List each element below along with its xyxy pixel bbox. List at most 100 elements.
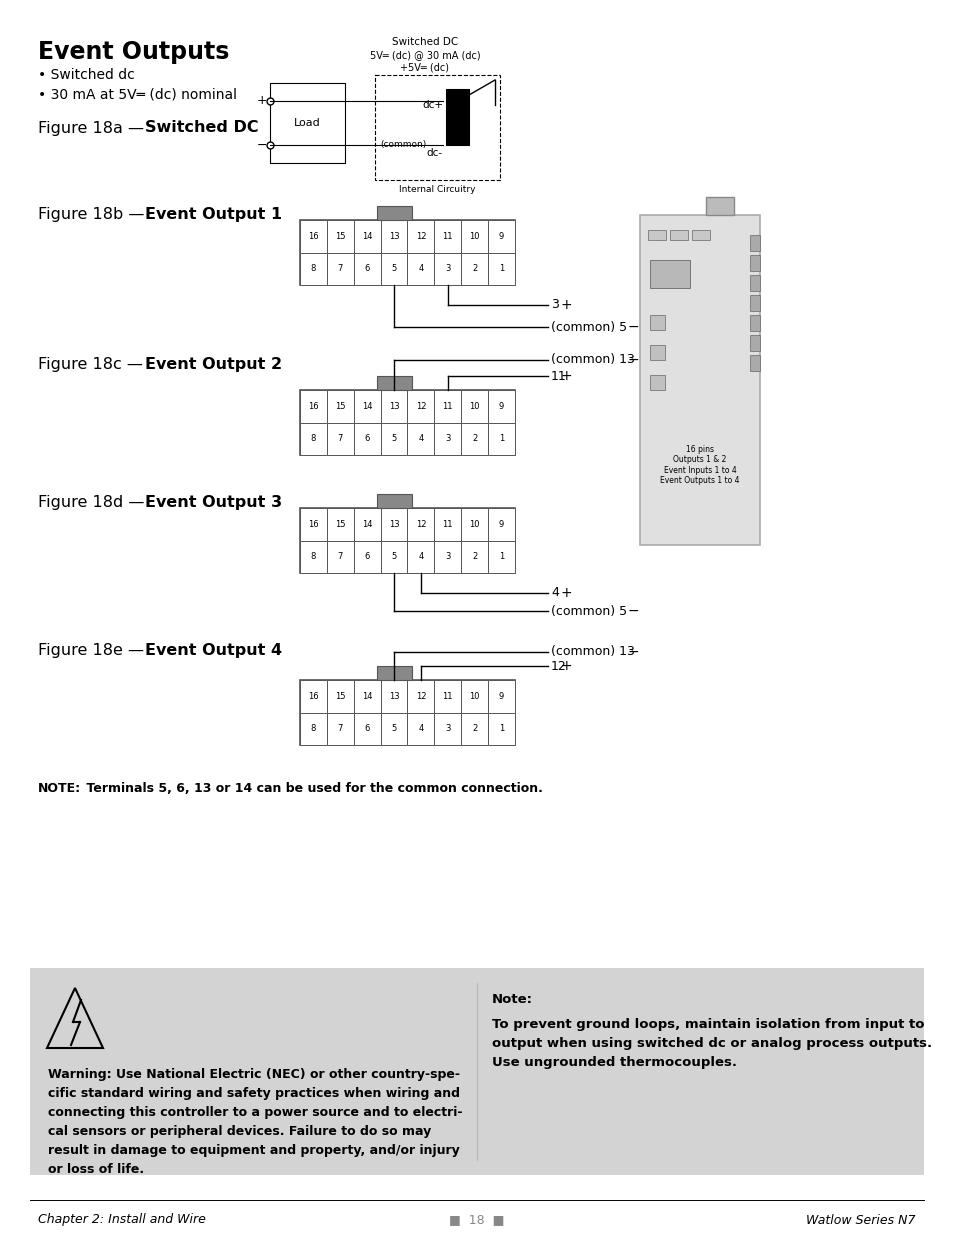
Text: +: + bbox=[560, 298, 572, 312]
Text: Note:: Note: bbox=[492, 993, 533, 1007]
Text: (common) 13: (common) 13 bbox=[551, 353, 634, 367]
Bar bbox=[299, 252, 327, 285]
Bar bbox=[299, 390, 327, 422]
Bar bbox=[327, 390, 354, 422]
Text: 3: 3 bbox=[445, 435, 450, 443]
Bar bbox=[434, 220, 460, 252]
Text: 6: 6 bbox=[364, 264, 370, 273]
Text: ■  18  ■: ■ 18 ■ bbox=[449, 1214, 504, 1226]
Text: 1: 1 bbox=[498, 264, 503, 273]
Text: 15: 15 bbox=[335, 520, 345, 529]
Bar bbox=[380, 680, 407, 713]
Text: 11: 11 bbox=[442, 692, 453, 700]
Bar bbox=[434, 422, 460, 454]
Text: 15: 15 bbox=[335, 692, 345, 700]
Text: 7: 7 bbox=[337, 435, 343, 443]
Text: −: − bbox=[627, 604, 639, 618]
Bar bbox=[299, 713, 327, 745]
Bar bbox=[299, 680, 327, 713]
Text: (common) 13: (common) 13 bbox=[551, 646, 634, 658]
Bar bbox=[434, 541, 460, 573]
Text: 14: 14 bbox=[361, 520, 372, 529]
Text: 1: 1 bbox=[498, 552, 503, 561]
Bar bbox=[749, 354, 760, 370]
Text: −: − bbox=[627, 645, 639, 659]
Text: 2: 2 bbox=[472, 552, 476, 561]
Text: 16: 16 bbox=[308, 232, 318, 241]
Text: Event Output 4: Event Output 4 bbox=[145, 642, 282, 657]
Text: 14: 14 bbox=[361, 232, 372, 241]
Bar bbox=[488, 390, 515, 422]
Bar bbox=[407, 220, 434, 252]
Bar bbox=[327, 713, 354, 745]
Bar bbox=[447, 90, 469, 144]
Bar bbox=[407, 713, 434, 745]
Text: 14: 14 bbox=[361, 401, 372, 411]
Text: 13: 13 bbox=[388, 401, 399, 411]
Text: 4: 4 bbox=[417, 552, 423, 561]
Bar bbox=[380, 252, 407, 285]
Text: 3: 3 bbox=[445, 724, 450, 734]
Text: Event Output 2: Event Output 2 bbox=[145, 357, 282, 373]
Bar bbox=[327, 680, 354, 713]
Bar bbox=[434, 713, 460, 745]
Text: −: − bbox=[256, 138, 267, 152]
Text: 8: 8 bbox=[311, 435, 315, 443]
Bar bbox=[380, 390, 407, 422]
Bar bbox=[327, 252, 354, 285]
Bar bbox=[380, 713, 407, 745]
Text: +: + bbox=[560, 585, 572, 600]
Bar bbox=[434, 390, 460, 422]
Bar bbox=[380, 508, 407, 541]
Text: 2: 2 bbox=[472, 264, 476, 273]
Text: 16: 16 bbox=[308, 692, 318, 700]
Text: Switched DC: Switched DC bbox=[145, 121, 258, 136]
Text: Switched DC: Switched DC bbox=[392, 37, 457, 47]
Text: 9: 9 bbox=[498, 520, 503, 529]
Bar bbox=[460, 508, 488, 541]
Text: 10: 10 bbox=[469, 232, 479, 241]
Text: dc-: dc- bbox=[426, 148, 442, 158]
Text: 11: 11 bbox=[551, 369, 566, 383]
Text: Internal Circuitry: Internal Circuitry bbox=[399, 185, 476, 194]
Bar bbox=[327, 422, 354, 454]
Text: Event Outputs: Event Outputs bbox=[38, 40, 229, 64]
Text: 9: 9 bbox=[498, 692, 503, 700]
Text: 2: 2 bbox=[472, 724, 476, 734]
Bar bbox=[460, 680, 488, 713]
Text: 7: 7 bbox=[337, 552, 343, 561]
Text: NOTE:: NOTE: bbox=[38, 782, 81, 795]
Bar bbox=[488, 252, 515, 285]
Bar bbox=[705, 198, 733, 215]
Text: 16 pins
Outputs 1 & 2
Event Inputs 1 to 4
Event Outputs 1 to 4: 16 pins Outputs 1 & 2 Event Inputs 1 to … bbox=[659, 445, 739, 485]
Bar bbox=[407, 508, 434, 541]
Bar bbox=[299, 508, 515, 573]
Text: Warning: Use National Electric (NEC) or other country-spe-
cific standard wiring: Warning: Use National Electric (NEC) or … bbox=[48, 1068, 462, 1176]
Bar bbox=[327, 220, 354, 252]
Text: 6: 6 bbox=[364, 435, 370, 443]
Text: 10: 10 bbox=[469, 520, 479, 529]
Text: Figure 18d —: Figure 18d — bbox=[38, 494, 150, 510]
Bar bbox=[376, 494, 411, 508]
Bar bbox=[407, 422, 434, 454]
Bar bbox=[488, 541, 515, 573]
Text: 1: 1 bbox=[498, 724, 503, 734]
Bar bbox=[407, 390, 434, 422]
Text: 12: 12 bbox=[551, 659, 566, 673]
Text: 4: 4 bbox=[551, 587, 558, 599]
Text: 7: 7 bbox=[337, 724, 343, 734]
Text: 3: 3 bbox=[551, 299, 558, 311]
Bar bbox=[749, 315, 760, 331]
Text: Figure 18c —: Figure 18c — bbox=[38, 357, 148, 373]
Bar bbox=[407, 541, 434, 573]
Text: 13: 13 bbox=[388, 232, 399, 241]
Text: +5V═ (dc): +5V═ (dc) bbox=[400, 62, 449, 72]
Bar bbox=[327, 541, 354, 573]
Text: 1: 1 bbox=[498, 435, 503, 443]
Bar bbox=[434, 680, 460, 713]
Bar bbox=[299, 220, 515, 285]
Text: • Switched dc: • Switched dc bbox=[38, 68, 134, 82]
Text: 10: 10 bbox=[469, 401, 479, 411]
Text: 12: 12 bbox=[416, 520, 426, 529]
Bar bbox=[380, 422, 407, 454]
